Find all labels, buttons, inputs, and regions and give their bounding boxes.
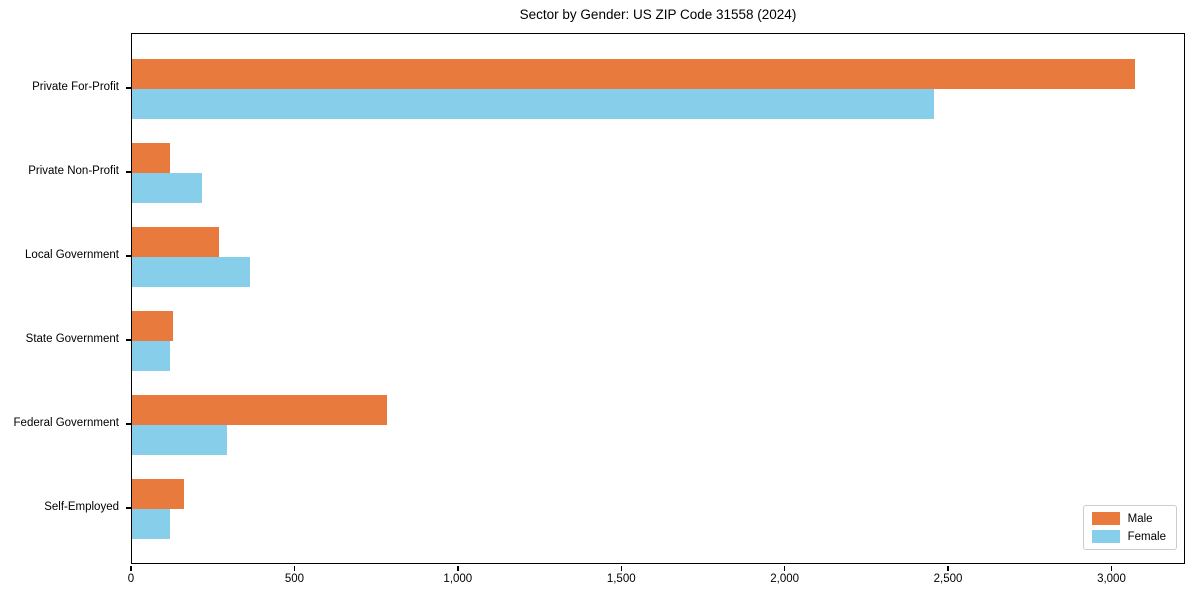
y-tick-label-private-for-profit: Private For-Profit: [32, 81, 119, 93]
bar-female-local-government: [132, 257, 250, 287]
y-tick-label-federal-government: Federal Government: [13, 417, 119, 429]
x-tick-label-2-500: 2,500: [933, 573, 963, 585]
legend-swatch-male: [1091, 512, 1120, 525]
y-tick-mark: [126, 87, 131, 89]
y-tick-mark: [126, 339, 131, 341]
chart-title: Sector by Gender: US ZIP Code 31558 (202…: [519, 7, 797, 22]
x-tick-mark: [1110, 566, 1113, 571]
bar-female-self-employed: [132, 509, 170, 539]
bar-male-self-employed: [132, 479, 185, 509]
x-tick-label-500: 500: [284, 573, 304, 585]
y-tick-label-private-non-profit: Private Non-Profit: [28, 165, 119, 177]
y-tick-label-self-employed: Self-Employed: [44, 501, 119, 513]
y-tick-label-state-government: State Government: [25, 333, 119, 345]
x-tick-mark: [130, 566, 132, 571]
bar-male-private-for-profit: [132, 59, 1136, 89]
y-tick-mark: [126, 255, 131, 257]
bar-female-private-for-profit: [132, 89, 935, 119]
x-tick-mark: [783, 566, 786, 571]
legend: Male Female: [1082, 505, 1177, 550]
x-tick-label-1-500: 1,500: [606, 573, 636, 585]
legend-label-female: Female: [1127, 530, 1166, 543]
x-tick-label-3-000: 3,000: [1097, 573, 1126, 585]
x-tick-mark: [947, 566, 949, 571]
y-tick-mark: [126, 507, 131, 509]
legend-swatch-female: [1091, 530, 1120, 543]
x-tick-mark: [293, 566, 296, 571]
legend-item-female: Female: [1091, 530, 1166, 543]
bar-female-private-non-profit: [132, 173, 203, 203]
bar-female-federal-government: [132, 425, 227, 455]
bar-male-local-government: [132, 227, 219, 257]
x-tick-label-0: 0: [127, 573, 135, 585]
x-tick-mark: [620, 566, 622, 571]
x-tick-label-1-000: 1,000: [443, 573, 473, 585]
legend-item-male: Male: [1091, 512, 1166, 525]
bar-male-private-non-profit: [132, 143, 170, 173]
x-tick-label-2-000: 2,000: [770, 573, 800, 585]
x-tick-mark: [457, 566, 459, 571]
bar-female-state-government: [132, 341, 170, 371]
y-tick-label-local-government: Local Government: [25, 249, 119, 261]
y-tick-mark: [126, 423, 131, 425]
plot-area: Male Female: [131, 33, 1185, 564]
bar-male-federal-government: [132, 395, 387, 425]
y-tick-mark: [126, 171, 131, 173]
bar-male-state-government: [132, 311, 173, 341]
legend-label-male: Male: [1127, 512, 1153, 525]
